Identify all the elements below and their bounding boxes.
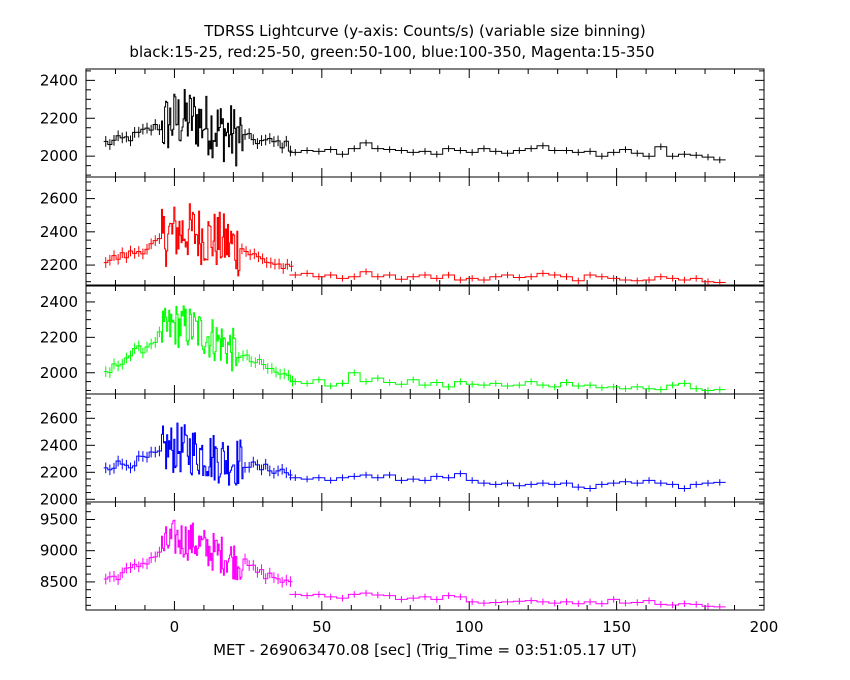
chart-subtitle: black:15-25, red:25-50, green:50-100, bl…	[129, 43, 654, 61]
x-tick-label: 0	[170, 618, 180, 636]
y-tick-label: 2400	[40, 223, 78, 241]
y-tick-label: 2200	[40, 463, 78, 481]
y-tick-label: 2400	[40, 293, 78, 311]
series-line-binned	[289, 592, 726, 608]
y-tick-label: 2000	[40, 147, 78, 165]
series-line-dense	[103, 422, 293, 486]
x-tick-label: 50	[312, 618, 331, 636]
series-line-dense	[103, 89, 293, 167]
panel-4: 8500 9000 9500	[40, 501, 765, 611]
x-tick-label: 150	[602, 618, 631, 636]
y-tick-label: 2200	[40, 256, 78, 274]
y-tick-label: 8500	[40, 573, 78, 591]
panel-2: 2000 2200 2400	[40, 285, 765, 395]
y-tick-label: 2600	[40, 190, 78, 208]
series-line-dense	[103, 519, 293, 583]
x-axis-label: MET - 269063470.08 [sec] (Trig_Time = 03…	[213, 641, 637, 660]
series-line-binned	[289, 473, 726, 489]
panel-frame	[85, 501, 765, 611]
series-line-binned	[289, 372, 726, 391]
y-tick-label: 2200	[40, 328, 78, 346]
panels-group: 2000220024002200240026002000220024002000…	[40, 68, 779, 636]
y-tick-label: 9500	[40, 510, 78, 528]
panel-frame	[85, 176, 765, 286]
series-0	[103, 89, 726, 167]
series-line-dense	[103, 203, 294, 277]
series-3	[103, 422, 726, 492]
series-4	[103, 519, 726, 610]
y-tick-label: 9000	[40, 542, 78, 560]
panel-frame	[85, 285, 765, 395]
series-line-binned	[289, 271, 726, 283]
y-tick-label: 2000	[40, 490, 78, 508]
series-1	[103, 203, 726, 285]
panel-1: 2200 2400 2600	[40, 176, 765, 286]
x-tick-label: 200	[750, 618, 779, 636]
y-tick-label: 2600	[40, 409, 78, 427]
chart-title: TDRSS Lightcurve (y-axis: Counts/s) (var…	[203, 22, 646, 40]
y-tick-label: 2400	[40, 71, 78, 89]
series-2	[103, 305, 726, 394]
y-tick-label: 2000	[40, 364, 78, 382]
panel-3: 2000 2200 2400 2600	[40, 393, 765, 508]
x-tick-label: 100	[455, 618, 484, 636]
y-tick-label: 2400	[40, 436, 78, 454]
series-line-dense	[103, 305, 295, 382]
panel-0: 2000 2200 2400	[40, 68, 765, 178]
y-tick-label: 2200	[40, 109, 78, 127]
series-line-binned	[289, 142, 726, 161]
